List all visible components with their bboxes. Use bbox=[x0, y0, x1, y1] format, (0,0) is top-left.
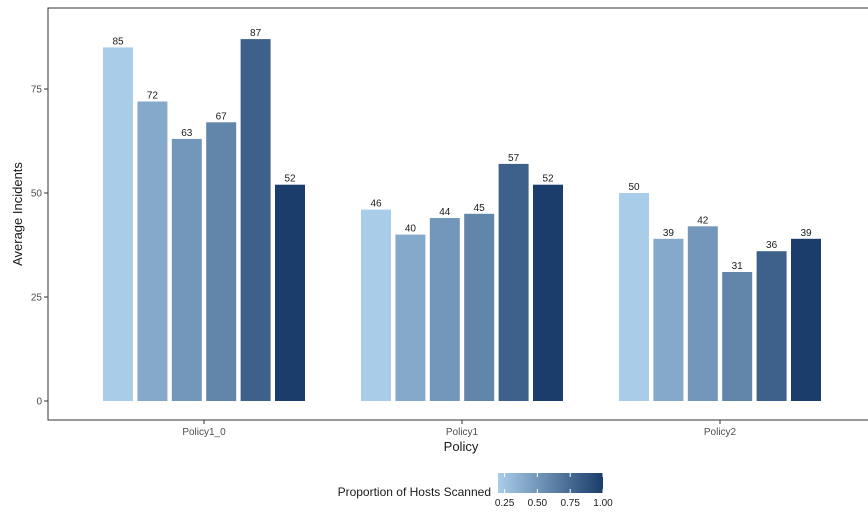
bars bbox=[103, 39, 821, 402]
data-label: 39 bbox=[800, 228, 812, 239]
legend-tick-label: 0.25 bbox=[495, 498, 515, 509]
data-label: 31 bbox=[732, 261, 744, 272]
data-label: 36 bbox=[766, 240, 778, 251]
bar bbox=[464, 213, 495, 401]
bar bbox=[533, 184, 563, 401]
x-axis: Policy1_0 Policy1 Policy2 bbox=[182, 420, 737, 438]
data-label: 67 bbox=[216, 111, 228, 122]
bar bbox=[687, 226, 718, 401]
data-labels: 85 72 63 67 87 52 46 40 44 45 57 52 50 39 42 31 36 39 bbox=[112, 28, 812, 272]
data-label: 87 bbox=[250, 28, 262, 39]
bar bbox=[722, 272, 753, 401]
y-axis-title: Average Incidents bbox=[10, 162, 25, 266]
data-label: 85 bbox=[112, 36, 124, 47]
data-label: 52 bbox=[542, 174, 554, 185]
legend: Proportion of Hosts Scanned 0.25 0.50 0.75… bbox=[338, 473, 613, 509]
x-tick-label: Policy1_0 bbox=[182, 427, 226, 438]
data-label: 72 bbox=[147, 91, 159, 102]
y-tick-label: 0 bbox=[36, 397, 42, 408]
x-tick-label: Policy1 bbox=[446, 427, 479, 438]
legend-colorbar bbox=[498, 473, 603, 493]
bar bbox=[137, 101, 168, 401]
bar bbox=[275, 184, 305, 401]
y-tick-label: 75 bbox=[31, 85, 43, 96]
bar bbox=[206, 122, 237, 402]
bar bbox=[619, 193, 649, 401]
data-label: 46 bbox=[370, 199, 382, 210]
bar bbox=[791, 238, 821, 401]
data-label: 45 bbox=[474, 203, 486, 214]
bar bbox=[171, 138, 202, 401]
legend-tick-label: 0.50 bbox=[528, 498, 548, 509]
legend-title: Proportion of Hosts Scanned bbox=[338, 485, 491, 499]
bar bbox=[103, 47, 133, 402]
data-label: 63 bbox=[181, 128, 193, 139]
data-label: 52 bbox=[284, 174, 296, 185]
data-label: 42 bbox=[697, 215, 709, 226]
bar bbox=[429, 218, 460, 401]
data-label: 50 bbox=[628, 182, 640, 193]
legend-tick-label: 1.00 bbox=[593, 498, 613, 509]
x-axis-title: Policy bbox=[444, 439, 479, 454]
data-label: 44 bbox=[439, 207, 451, 218]
bar bbox=[240, 39, 271, 401]
bar bbox=[361, 209, 391, 401]
data-label: 57 bbox=[508, 153, 520, 164]
panel-border bbox=[47, 7, 868, 421]
bar bbox=[498, 163, 529, 401]
legend-tick-label: 0.75 bbox=[560, 498, 580, 509]
bar bbox=[756, 251, 787, 401]
data-label: 39 bbox=[663, 228, 675, 239]
y-tick-label: 50 bbox=[31, 189, 43, 200]
legend-ticks: 0.25 0.50 0.75 1.00 bbox=[495, 473, 613, 509]
y-tick-label: 25 bbox=[31, 293, 43, 304]
bar bbox=[653, 238, 684, 401]
bar bbox=[395, 234, 426, 401]
data-label: 40 bbox=[405, 224, 417, 235]
y-axis: 0 25 50 75 bbox=[31, 85, 48, 408]
x-tick-label: Policy2 bbox=[704, 427, 737, 438]
